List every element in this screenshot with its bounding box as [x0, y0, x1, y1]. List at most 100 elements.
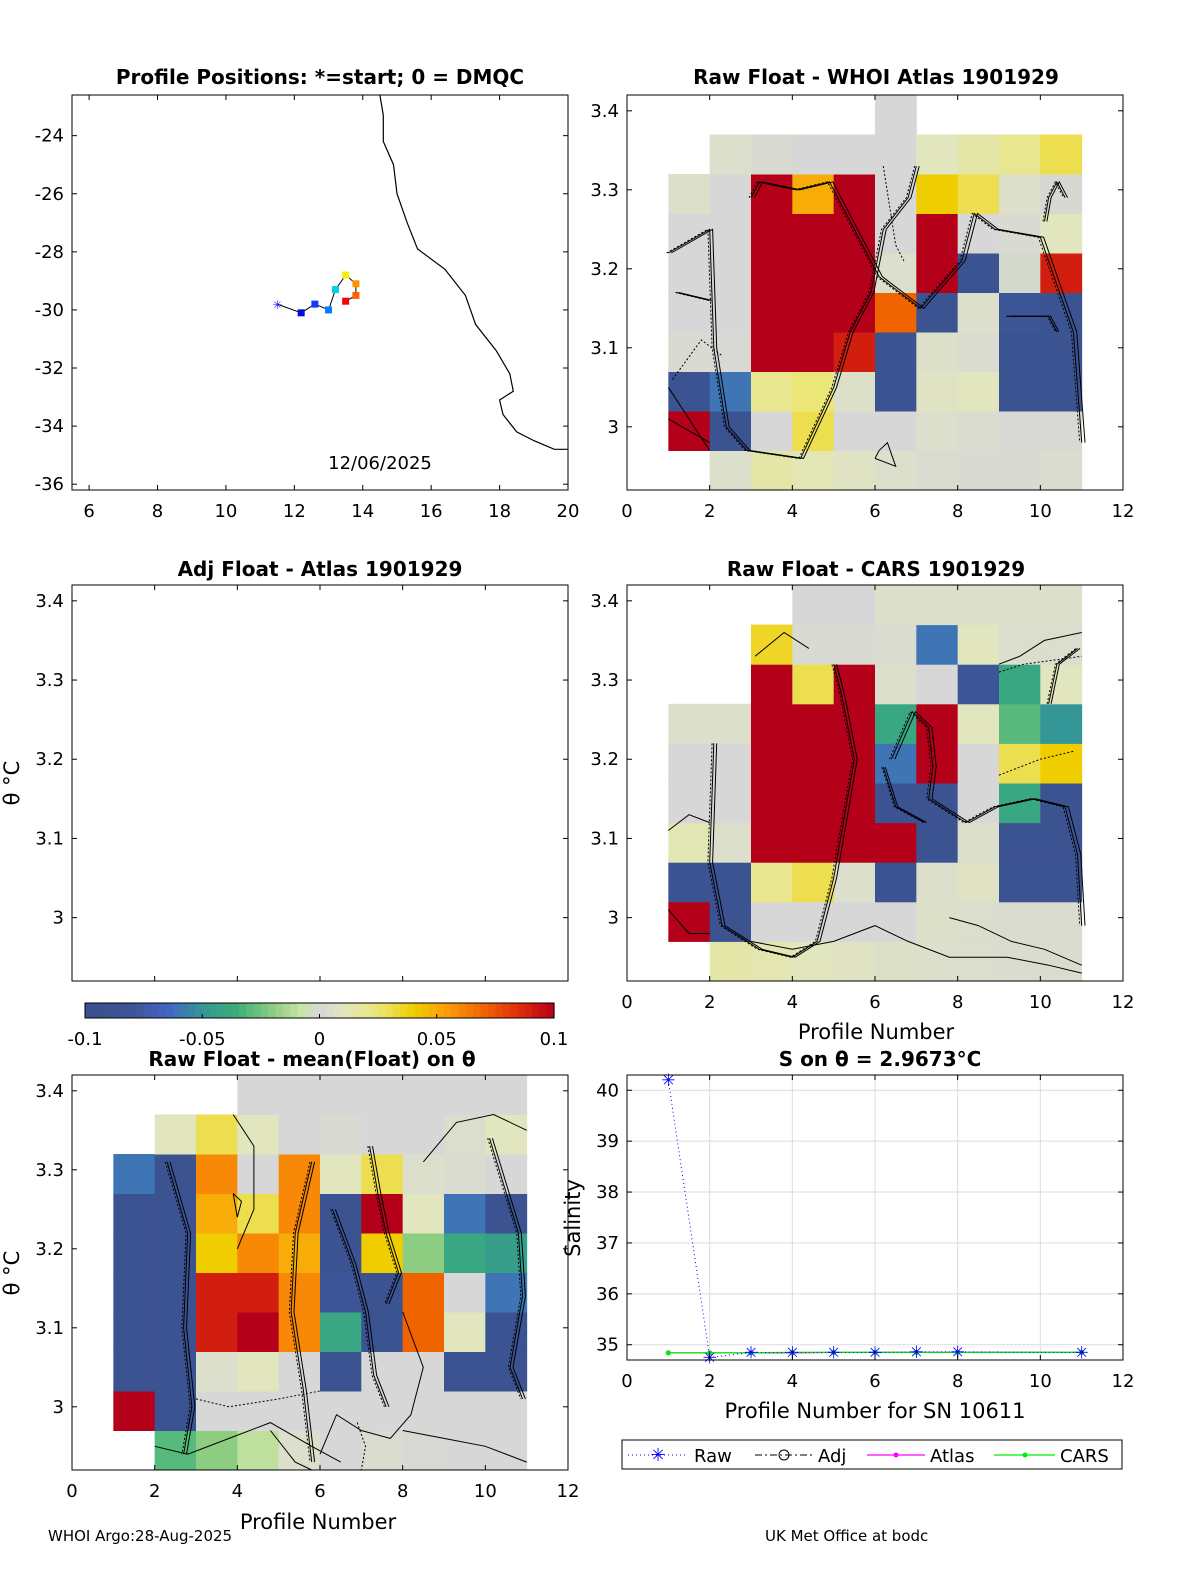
whoi-cell	[792, 450, 835, 491]
whoi-cell	[875, 253, 917, 293]
map-xtick-label: 12	[283, 501, 306, 522]
whoi-cell	[792, 174, 835, 214]
mean-cell	[237, 1114, 280, 1155]
mean-xtick-label: 2	[149, 1481, 160, 1502]
mean-contour-line	[489, 1138, 524, 1400]
cars-cell	[957, 743, 1000, 784]
whoi-cell	[875, 134, 917, 175]
salinity-raw-point: ✳	[909, 1343, 923, 1363]
cars-xtick-label: 10	[1029, 992, 1052, 1013]
whoi-cell	[1040, 134, 1083, 175]
whoi-xtick-label: 2	[704, 501, 715, 522]
whoi-cell	[751, 411, 793, 451]
mean-cell	[444, 1272, 486, 1313]
mean-cell	[278, 1272, 321, 1313]
mean-contour-line	[491, 1138, 526, 1400]
mean-contour-line	[232, 1114, 255, 1249]
mean-cell	[361, 1272, 404, 1313]
cars-cell	[792, 822, 835, 863]
mean-contour-line	[166, 1161, 193, 1455]
cars-cell	[1040, 941, 1083, 982]
cars-cell	[792, 743, 835, 784]
salinity-cars-point	[872, 1349, 878, 1355]
cars-cell	[999, 822, 1041, 863]
salinity-cars-point	[913, 1349, 919, 1355]
cars-cell	[751, 664, 793, 705]
cars-panel: Raw Float - CARS 1901929 0 2 4 6 8 10 12 3 3.1 3.…	[590, 557, 1134, 1044]
mean-contour-line	[195, 1390, 321, 1408]
whoi-contour-line	[670, 165, 920, 459]
cars-cell	[957, 664, 1000, 705]
whoi-cell	[1040, 450, 1083, 491]
whoi-contour-line	[672, 339, 723, 380]
cars-cell	[916, 862, 959, 903]
colorbar-swatch	[187, 1003, 196, 1018]
mean-cell	[113, 1233, 156, 1273]
colorbar-swatch	[238, 1003, 247, 1018]
mean-cell	[485, 1154, 528, 1194]
cars-cell	[999, 703, 1041, 744]
whoi-cell	[957, 253, 1000, 293]
cars-cell	[916, 822, 959, 863]
mean-cell	[444, 1312, 486, 1352]
mean-contour-line	[367, 1146, 398, 1305]
cars-cell	[668, 703, 711, 744]
whoi-cell	[916, 332, 959, 372]
mean-cell	[444, 1154, 486, 1194]
mean-cell	[485, 1075, 528, 1115]
mean-cell	[402, 1312, 445, 1352]
cars-ytick-label: 3.4	[590, 591, 619, 612]
whoi-cell	[999, 371, 1041, 412]
adj-ytick-label: 3.4	[35, 591, 64, 612]
whoi-contour-line	[1006, 315, 1057, 333]
cars-contour-line	[1046, 648, 1077, 704]
mean-cell	[320, 1272, 362, 1313]
cars-cell	[792, 862, 835, 903]
colorbar-swatch	[510, 1003, 518, 1018]
whoi-xtick-label: 12	[1112, 501, 1135, 522]
mean-cell	[485, 1391, 528, 1431]
adj-ytick-label: 3.3	[35, 670, 64, 691]
mean-contour-line	[290, 1161, 313, 1463]
mean-cell	[320, 1154, 362, 1194]
colorbar-swatch	[268, 1003, 277, 1018]
mean-cell	[154, 1272, 197, 1313]
track-profile-marker	[311, 300, 319, 308]
cars-xlabel: Profile Number	[798, 1020, 955, 1044]
cars-cell	[833, 585, 876, 626]
mean-cell	[361, 1351, 404, 1392]
colorbar-swatch	[121, 1003, 130, 1018]
mean-ytick-label: 3.1	[35, 1318, 64, 1339]
colorbar: -0.1 -0.05 0 0.05 0.1	[67, 1002, 568, 1050]
whoi-cell	[751, 213, 793, 254]
mean-cell	[196, 1272, 238, 1313]
cars-contour-line	[949, 917, 1082, 966]
whoi-contour-line	[1046, 180, 1069, 222]
cars-cell	[792, 783, 835, 824]
whoi-contour-line	[668, 418, 710, 444]
cars-cell	[668, 901, 711, 942]
whoi-cell	[999, 253, 1041, 293]
cars-cell	[709, 703, 752, 744]
salinity-xtick-label: 10	[1029, 1371, 1052, 1392]
cars-cell	[751, 822, 793, 863]
mean-cell	[320, 1312, 362, 1352]
cars-contour-line	[667, 909, 710, 934]
whoi-cell	[875, 411, 917, 451]
cars-ytick-label: 3.2	[590, 749, 619, 770]
cars-cell	[1040, 743, 1083, 784]
map-xtick-label: 16	[420, 501, 443, 522]
salinity-ytick-label: 36	[596, 1284, 619, 1305]
map-panel: Profile Positions: *=start; 0 = DMQC ✳ 6…	[35, 65, 580, 522]
whoi-cell	[957, 450, 1000, 491]
whoi-cell	[709, 213, 752, 254]
cars-cell	[709, 901, 752, 942]
whoi-cell	[833, 411, 876, 451]
mean-xtick-label: 12	[557, 1481, 580, 1502]
mean-ytick-label: 3	[53, 1397, 64, 1418]
mean-cell	[320, 1233, 362, 1273]
salinity-ytick-label: 37	[596, 1233, 619, 1254]
adj-atlas-title: Adj Float - Atlas 1901929	[178, 557, 463, 581]
whoi-cell	[833, 174, 876, 214]
mean-cell	[444, 1075, 486, 1115]
